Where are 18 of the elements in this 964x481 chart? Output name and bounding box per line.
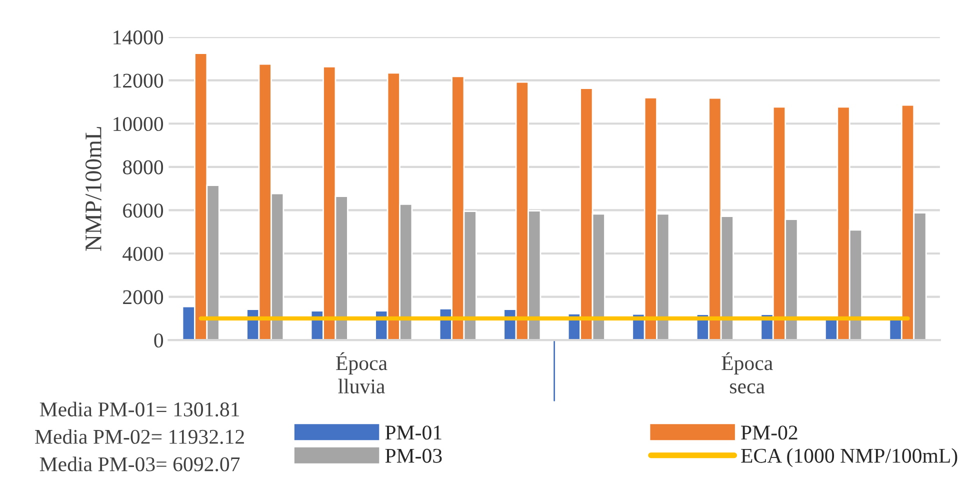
y-tick-label: 2000: [123, 290, 164, 304]
y-axis-title: NMP/100mL: [85, 127, 102, 251]
legend-label: ECA (1000 NMP/100mL): [741, 448, 958, 468]
y-tick-label: 14000: [114, 30, 164, 44]
legend-label: PM-02: [741, 426, 798, 440]
text: Media PM-03= 6092.07: [40, 456, 240, 472]
text: Época seca: [722, 352, 773, 394]
legend-label: PM-03: [385, 448, 442, 463]
y-tick-label: 6000: [123, 204, 164, 218]
y-tick-label: 4000: [122, 246, 164, 261]
y-tick-label: 12000: [114, 74, 164, 88]
text: Época lluvia: [336, 352, 388, 394]
legend-label: PM-01: [385, 426, 442, 440]
y-tick-label: 10000: [114, 116, 164, 132]
y-tick-label: 8000: [122, 160, 164, 174]
y-tick-label: 0: [154, 333, 164, 348]
text: Media PM-01= 1301.81: [40, 402, 240, 417]
text: Media PM-02= 11932.12: [35, 429, 244, 444]
